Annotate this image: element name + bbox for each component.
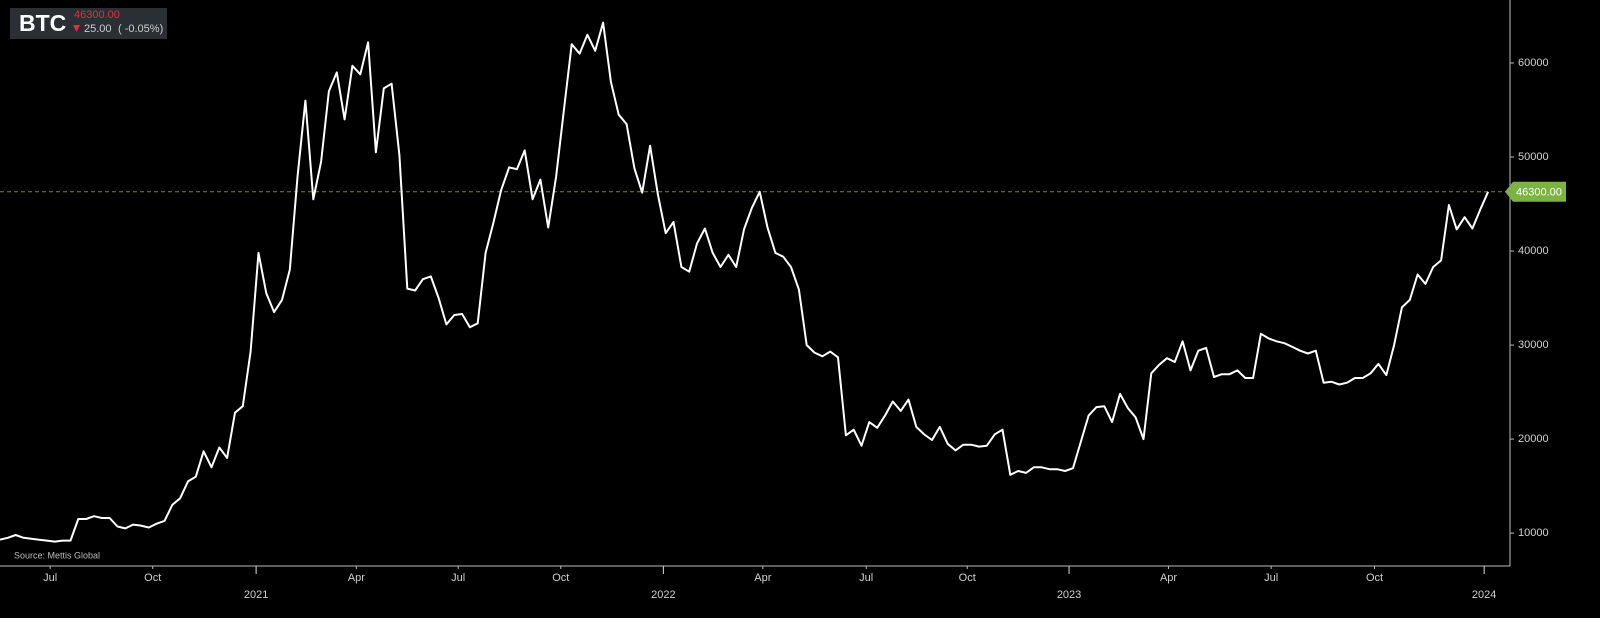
price-tag-label: 46300.00 [1516, 187, 1562, 199]
x-tick-label: Oct [959, 572, 976, 584]
source: Source: Mettis Global [14, 550, 100, 560]
price-series [0, 21, 1490, 543]
x-major-tick-label: 2024 [1472, 589, 1496, 601]
x-tick-label: Jul [451, 572, 465, 584]
x-tick-label: Oct [144, 572, 161, 584]
x-tick-label: Apr [754, 572, 771, 584]
down-arrow [73, 25, 80, 32]
x-major-tick-label: 2022 [651, 589, 675, 601]
x-major-tick-label: 2023 [1057, 589, 1081, 601]
y-tick-label: 10000 [1518, 527, 1549, 539]
change-pct: ( -0.05%) [118, 23, 163, 35]
x-major-tick-label: 2021 [244, 589, 268, 601]
change: 25.00 [84, 23, 112, 35]
x-tick-label: Jul [859, 572, 873, 584]
price: 46300.00 [74, 9, 120, 21]
header-badge [10, 8, 167, 39]
x-tick-label: Jul [43, 572, 57, 584]
price-tag [1505, 181, 1566, 202]
x-tick-label: Oct [552, 572, 569, 584]
x-tick-label: Apr [348, 572, 365, 584]
symbol: BTC [19, 10, 66, 36]
y-tick-label: 60000 [1518, 57, 1549, 69]
y-tick-label: 30000 [1518, 339, 1549, 351]
x-tick-label: Jul [1264, 572, 1278, 584]
plot: 10000 20000 30000 40000 50000 60000 Jul Oct Apr J… [0, 21, 1549, 601]
y-tick-label: 20000 [1518, 433, 1549, 445]
x-tick-label: Apr [1160, 572, 1177, 584]
y-tick-label: 40000 [1518, 245, 1549, 257]
y-tick-label: 50000 [1518, 151, 1549, 163]
x-tick-label: Oct [1366, 572, 1383, 584]
